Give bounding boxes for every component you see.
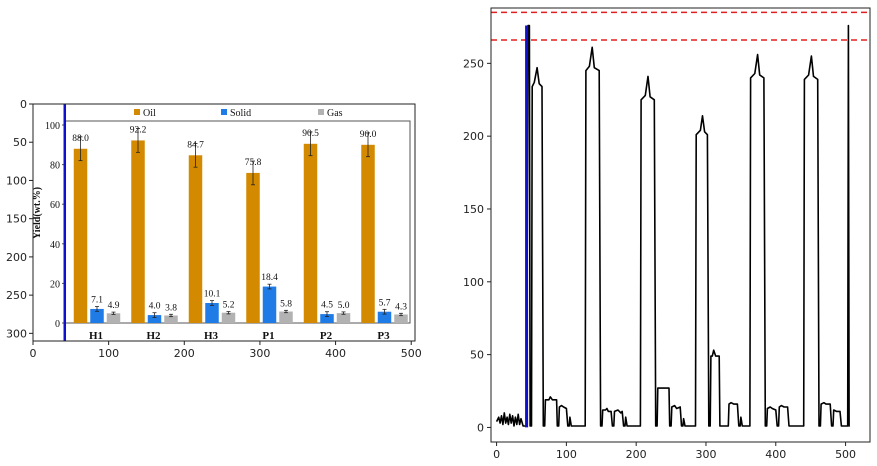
bar-solid-h1 [90, 308, 104, 323]
left-subplot: 0 20 40 60 80 100 Yield(wt.%) Oil Solid Gas 88.… [6, 98, 422, 360]
y-tick-label: 150 [6, 213, 27, 226]
embedded-bar-chart-image: 0 20 40 60 80 100 Yield(wt.%) Oil Solid Gas 88.… [32, 104, 415, 342]
bar-gas-h2 [164, 315, 178, 323]
bar-solid-h3 [205, 303, 219, 323]
bar-gas-h1 [106, 313, 121, 323]
y-tick-label: 200 [463, 130, 484, 143]
inner-y-axis-label: Yield(wt.%) [32, 187, 43, 239]
data-label-gas-h2: 3.8 [165, 303, 177, 313]
inner-y-tick-label: 0 [55, 319, 60, 330]
inner-y-tick-label: 60 [50, 200, 60, 211]
image-background [33, 104, 415, 341]
x-tick-label: 100 [98, 347, 119, 360]
bar-gas-p1 [279, 311, 293, 323]
bar-oil-h1 [73, 148, 88, 323]
left-y-axis-ticks: 0 50 100 150 200 250 300 [6, 98, 33, 340]
y-tick-label: 50 [13, 136, 27, 149]
bar-oil-p3 [361, 144, 375, 323]
category-label-p2: P2 [320, 330, 333, 342]
inner-y-tick-label: 80 [50, 161, 60, 172]
y-tick-label: 200 [6, 251, 27, 264]
category-label-p1: P1 [262, 330, 274, 342]
data-label-oil-h2: 92.2 [130, 125, 147, 135]
inner-y-tick-label: 20 [50, 279, 60, 290]
bar-gas-p3 [394, 314, 408, 323]
y-tick-label: 0 [20, 98, 27, 111]
data-label-gas-p2: 5.0 [338, 301, 350, 311]
data-label-oil-h1: 88.0 [72, 134, 89, 144]
data-label-solid-p2: 4.5 [321, 301, 333, 311]
bar-solid-p3 [377, 311, 392, 323]
y-tick-label: 250 [6, 289, 27, 302]
inner-category-labels: H1 H2 H3 P1 P2 P3 [89, 330, 390, 342]
x-tick-label: 100 [556, 448, 577, 461]
x-tick-label: 500 [835, 448, 856, 461]
bar-oil-h3 [188, 155, 203, 323]
bar-gas-h3 [221, 312, 236, 323]
x-tick-label: 0 [30, 347, 37, 360]
data-label-solid-p3: 5.7 [379, 298, 391, 308]
x-tick-label: 0 [493, 448, 500, 461]
data-label-solid-p1: 18.4 [261, 273, 278, 283]
data-label-solid-h2: 4.0 [149, 302, 161, 312]
data-label-gas-p3: 4.3 [395, 302, 407, 312]
bar-oil-p2 [303, 143, 318, 323]
data-label-gas-h3: 5.2 [223, 301, 235, 311]
y-tick-label: 0 [477, 421, 484, 434]
y-tick-label: 100 [6, 174, 27, 187]
y-tick-label: 300 [6, 327, 27, 340]
bar-oil-h2 [131, 140, 145, 323]
x-tick-label: 400 [765, 448, 786, 461]
right-axes-frame [490, 7, 871, 443]
x-tick-label: 300 [695, 448, 716, 461]
legend-swatch-oil [134, 109, 140, 115]
inner-legend: Oil Solid Gas [134, 108, 343, 119]
data-label-gas-h1: 4.9 [108, 301, 120, 311]
x-tick-label: 400 [325, 347, 346, 360]
inner-y-tick-label: 100 [45, 121, 60, 132]
right-x-axis-ticks: 0 100 200 300 400 500 [493, 442, 856, 461]
y-tick-label: 150 [463, 203, 484, 216]
red-dashed-threshold-lines [491, 11, 870, 41]
data-label-gas-p1: 5.8 [280, 299, 292, 309]
y-tick-label: 250 [463, 57, 484, 70]
bar-gas-p2 [336, 313, 351, 323]
legend-label-oil: Oil [143, 108, 156, 119]
data-label-solid-h3: 10.1 [204, 290, 221, 300]
category-label-h3: H3 [204, 330, 219, 342]
right-subplot: 0 100 200 300 400 500 0 50 100 150 200 250 [463, 7, 871, 461]
category-label-h2: H2 [146, 330, 161, 342]
legend-swatch-gas [318, 109, 324, 115]
category-label-p3: P3 [377, 330, 390, 342]
bar-solid-h2 [147, 315, 162, 323]
left-axes-frame [32, 103, 416, 342]
y-tick-label: 100 [463, 276, 484, 289]
bar-oil-p1 [246, 172, 260, 323]
legend-swatch-solid [221, 109, 227, 115]
data-label-oil-p2: 90.5 [302, 129, 319, 139]
inner-y-tick-label: 40 [50, 240, 60, 251]
left-x-axis-ticks: 0 100 200 300 400 500 [30, 341, 422, 360]
data-label-oil-p1: 75.8 [245, 158, 262, 168]
category-label-h1: H1 [89, 330, 103, 342]
bar-solid-p2 [320, 314, 334, 323]
signal-line [495, 24, 850, 427]
x-tick-label: 200 [626, 448, 647, 461]
bar-solid-p1 [262, 286, 277, 323]
data-label-oil-p3: 90.0 [360, 130, 377, 140]
x-tick-label: 300 [249, 347, 270, 360]
data-label-solid-h1: 7.1 [91, 296, 103, 306]
x-tick-label: 200 [174, 347, 195, 360]
legend-label-gas: Gas [327, 108, 343, 119]
right-y-axis-ticks: 0 50 100 150 200 250 [463, 57, 491, 434]
legend-label-solid: Solid [230, 108, 251, 119]
y-tick-label: 50 [470, 349, 484, 362]
x-tick-label: 500 [401, 347, 422, 360]
inner-bars: 88.0 7.1 4.9 92.2 4.0 3.8 84.7 10.15.2 75.8 18.4 5… [72, 125, 408, 323]
data-label-oil-h3: 84.7 [187, 140, 204, 150]
